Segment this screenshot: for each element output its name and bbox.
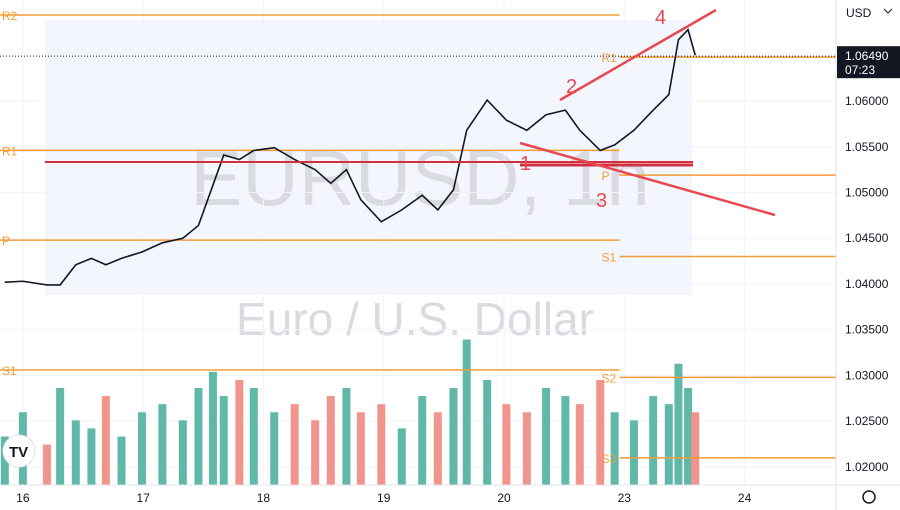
volume-bar	[42, 444, 51, 485]
annotation: 4	[655, 7, 666, 29]
x-tick-label: 23	[618, 491, 632, 505]
y-tick-label: 1.05000	[845, 185, 889, 199]
y-tick-label: 1.04500	[845, 231, 889, 245]
volume-bar	[483, 379, 492, 485]
last-price: 1.06490	[845, 49, 889, 63]
pivot-label: S3	[601, 452, 616, 466]
volume-bar	[610, 412, 619, 485]
volume-bar	[433, 412, 442, 485]
volume-bar	[542, 388, 551, 485]
volume-bar	[208, 371, 217, 485]
trend-line	[519, 141, 776, 217]
volume-bar	[502, 404, 511, 485]
pivot-label: R1	[601, 51, 617, 65]
x-tick-label: 24	[738, 491, 752, 505]
x-tick-label: 20	[497, 491, 511, 505]
volume-bar	[219, 396, 228, 485]
trend-line	[559, 8, 717, 102]
volume-bar	[56, 388, 65, 485]
y-tick-label: 1.03500	[845, 323, 889, 337]
volume-profile-area	[45, 20, 692, 295]
countdown: 07:23	[845, 63, 875, 77]
pivot-label: P	[2, 234, 10, 248]
volume-bar	[342, 388, 351, 485]
dropdown-icon[interactable]	[883, 8, 893, 14]
pivot-label: R1	[2, 144, 18, 158]
volume-bar	[235, 379, 244, 485]
volume-bar	[629, 420, 638, 485]
y-tick-label: 1.05500	[845, 140, 889, 154]
last-price-box	[837, 46, 900, 79]
volume-bar	[178, 420, 187, 485]
price-line	[4, 28, 697, 286]
volume-bar	[418, 396, 427, 485]
volume-bar	[137, 412, 146, 485]
volume-bar	[194, 388, 203, 485]
x-tick-label: 19	[377, 491, 391, 505]
watermark-subtitle: Euro / U.S. Dollar	[236, 293, 594, 345]
y-tick-label: 1.02000	[845, 460, 889, 474]
price-axis	[836, 0, 900, 510]
volume-bar	[377, 404, 386, 485]
volume-bar	[674, 363, 683, 485]
logo[interactable]	[2, 434, 36, 468]
volume-bar	[290, 404, 299, 485]
volume-bar	[326, 396, 335, 485]
volume-bar	[522, 412, 531, 485]
settings-icon[interactable]	[862, 490, 876, 504]
volume-bar	[356, 412, 365, 485]
currency[interactable]: USD	[846, 6, 872, 20]
annotation: 1	[520, 153, 531, 175]
pivot-label: R2	[2, 9, 18, 23]
pivot-label: P	[601, 169, 609, 183]
volume-bar	[462, 339, 471, 485]
volume-bar	[117, 436, 126, 485]
volume-bar	[397, 428, 406, 485]
x-tick-label: 16	[16, 491, 30, 505]
volume-bar	[311, 420, 320, 485]
volume-bar	[71, 420, 80, 485]
pivot-label: S1	[2, 364, 17, 378]
y-tick-label: 1.02500	[845, 414, 889, 428]
volume-bar	[561, 396, 570, 485]
volume-bar	[684, 388, 693, 485]
volume-bar	[649, 396, 658, 485]
volume-bar	[87, 428, 96, 485]
pivot-label: S1	[601, 251, 616, 265]
volume-bar	[101, 396, 110, 485]
y-tick-label: 1.03000	[845, 368, 889, 382]
y-tick-label: 1.04000	[845, 277, 889, 291]
pivot-label: S2	[601, 371, 616, 385]
logo-text: TV	[9, 444, 28, 461]
y-tick-label: 1.06000	[845, 94, 889, 108]
volume-bar	[249, 388, 258, 485]
volume-bar	[575, 404, 584, 485]
annotation: 3	[596, 190, 607, 212]
volume-bar	[691, 412, 700, 485]
volume-bar	[596, 379, 605, 485]
x-tick-label: 18	[257, 491, 271, 505]
annotation: 2	[566, 76, 577, 98]
volume-bar	[664, 404, 673, 485]
volume-bar	[0, 436, 9, 485]
volume-bar	[158, 404, 167, 485]
volume-bar	[449, 388, 458, 485]
volume-bar	[270, 412, 279, 485]
x-tick-label: 17	[136, 491, 150, 505]
